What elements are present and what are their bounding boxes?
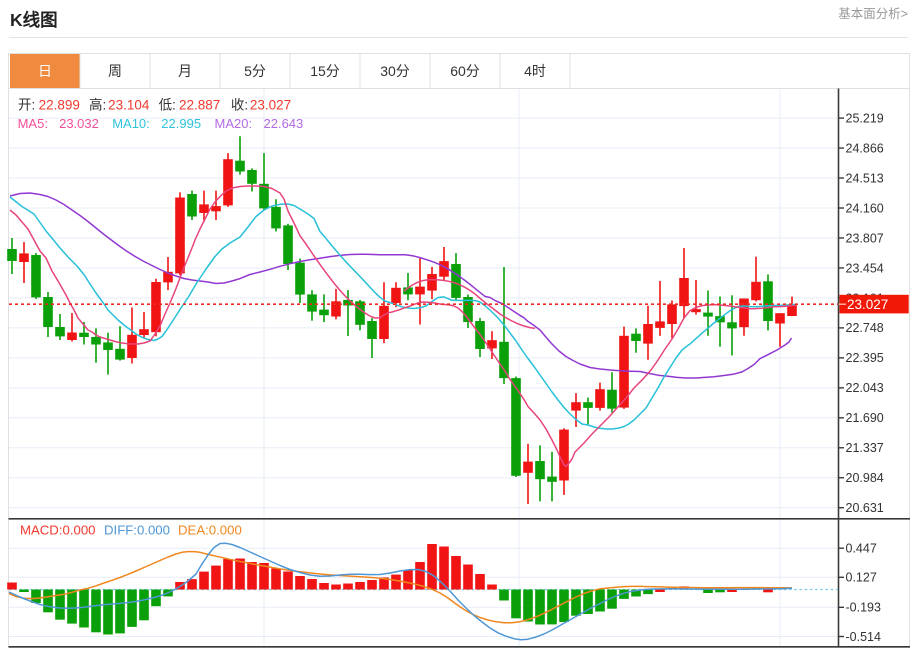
svg-text:22.643: 22.643 xyxy=(264,116,304,131)
svg-text:K线图: K线图 xyxy=(10,10,58,30)
svg-text:高:: 高: xyxy=(89,97,106,113)
svg-text:-0.514: -0.514 xyxy=(846,630,881,644)
svg-text:60分: 60分 xyxy=(450,63,480,79)
svg-text:开:: 开: xyxy=(18,98,35,113)
svg-text:20.984: 20.984 xyxy=(846,471,884,485)
svg-text:23.027: 23.027 xyxy=(250,98,291,113)
svg-text:30分: 30分 xyxy=(380,63,410,79)
svg-text:低:: 低: xyxy=(159,98,176,113)
svg-text:收:: 收: xyxy=(231,98,248,113)
svg-text:22.043: 22.043 xyxy=(846,381,884,395)
svg-text:日: 日 xyxy=(38,63,52,79)
svg-text:周: 周 xyxy=(108,63,122,79)
svg-text:22.899: 22.899 xyxy=(39,98,80,113)
svg-text:23.032: 23.032 xyxy=(59,116,99,131)
svg-text:23.027: 23.027 xyxy=(847,297,888,312)
svg-text:22.887: 22.887 xyxy=(179,98,220,113)
svg-text:-0.193: -0.193 xyxy=(846,601,881,615)
svg-text:DEA:0.000: DEA:0.000 xyxy=(178,523,242,538)
svg-text:22.395: 22.395 xyxy=(846,351,884,365)
svg-text:23.104: 23.104 xyxy=(108,98,150,113)
svg-text:0.447: 0.447 xyxy=(846,542,877,556)
svg-text:24.513: 24.513 xyxy=(846,171,884,185)
svg-text:MA10:: MA10: xyxy=(112,116,150,131)
svg-text:20.631: 20.631 xyxy=(846,501,884,515)
svg-text:22.995: 22.995 xyxy=(161,116,201,131)
svg-text:5分: 5分 xyxy=(244,63,266,79)
svg-text:MA5:: MA5: xyxy=(18,116,48,131)
svg-text:21.690: 21.690 xyxy=(846,411,884,425)
svg-text:22.748: 22.748 xyxy=(846,321,884,335)
svg-text:24.160: 24.160 xyxy=(846,201,884,215)
svg-text:MA20:: MA20: xyxy=(215,116,253,131)
svg-text:21.337: 21.337 xyxy=(846,441,884,455)
svg-text:23.454: 23.454 xyxy=(846,261,884,275)
svg-text:月: 月 xyxy=(178,63,192,79)
svg-text:4时: 4时 xyxy=(524,63,546,79)
svg-text:15分: 15分 xyxy=(310,63,340,79)
svg-text:基本面分析>: 基本面分析> xyxy=(838,7,908,21)
svg-text:23.807: 23.807 xyxy=(846,231,884,245)
svg-text:25.219: 25.219 xyxy=(846,111,884,125)
svg-text:24.866: 24.866 xyxy=(846,141,884,155)
svg-text:0.127: 0.127 xyxy=(846,571,877,585)
svg-text:DIFF:0.000: DIFF:0.000 xyxy=(104,523,170,538)
svg-text:MACD:0.000: MACD:0.000 xyxy=(20,523,96,538)
